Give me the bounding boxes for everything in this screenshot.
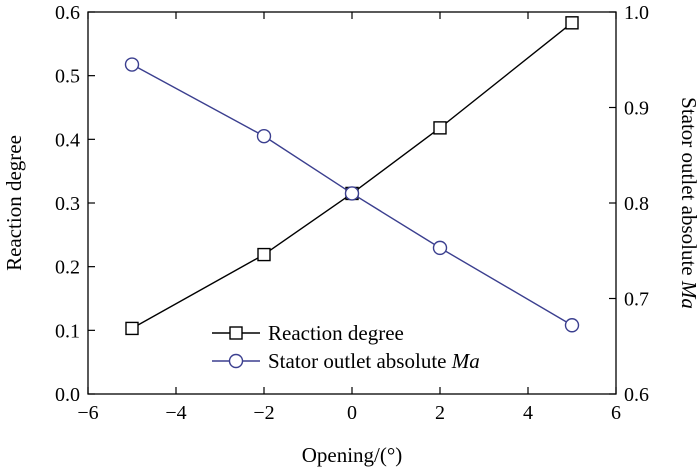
series-layer	[124, 16, 580, 336]
y-right-tick-label: 0.9	[624, 98, 649, 120]
legend-label-stator-ma: Stator outlet absolute Ma	[268, 349, 480, 373]
y-right-tick-label: 0.8	[624, 193, 649, 215]
y-right-tick-label: 0.6	[624, 384, 649, 406]
legend-label-stator-ma-italic: Ma	[451, 349, 480, 373]
data-point-circle	[256, 128, 272, 144]
x-tick-label: 2	[435, 402, 445, 424]
legend-label-reaction-degree: Reaction degree	[268, 321, 404, 345]
legend-label-stator-ma-prefix: Stator outlet absolute	[268, 349, 452, 373]
y-left-tick-label: 0.5	[55, 66, 80, 88]
y-left-tick-label: 0.4	[55, 129, 80, 151]
y-right-tick-label: 1.0	[624, 2, 649, 24]
legend-marker-circle	[228, 353, 244, 369]
series-line-0	[131, 22, 573, 330]
legend-marker-square	[229, 326, 243, 340]
x-axis-title: Opening/(°)	[302, 443, 403, 467]
data-point-circle	[432, 240, 448, 256]
x-tick-label: −4	[165, 402, 186, 424]
y-left-tick-label: 0.1	[55, 320, 80, 342]
y-axis-left-title: Reaction degree	[2, 135, 26, 271]
data-point-square	[257, 247, 271, 262]
data-point-circle	[344, 186, 360, 201]
x-tick-label: 6	[611, 402, 621, 424]
y-left-tick-label: 0.0	[55, 384, 80, 406]
x-tick-label: 0	[347, 402, 357, 424]
x-tick-label: −6	[77, 402, 98, 424]
x-tick-label: 4	[523, 402, 533, 424]
x-tick-label: −2	[253, 402, 274, 424]
y-right-tick-label: 0.7	[624, 289, 649, 311]
y-left-tick-label: 0.2	[55, 257, 80, 279]
data-point-square	[125, 321, 139, 336]
data-point-square	[565, 16, 579, 30]
y-axis-right-title-prefix: Stator outlet absolute	[677, 97, 700, 281]
axis-ticks: −6 −4 −2 0 2 4 6 0.0 0.1 0.2 0.3 0.4 0.5 0.6 0.6 0.7 0.8…	[55, 2, 649, 424]
legend: Reaction degree Stator outlet absolute M…	[212, 321, 480, 373]
data-point-square	[433, 121, 447, 135]
y-axis-right-title-italic: Ma	[677, 280, 700, 309]
data-point-circle	[124, 57, 140, 72]
y-left-tick-label: 0.3	[55, 193, 80, 215]
data-point-circle	[564, 318, 580, 333]
y-left-tick-label: 0.6	[55, 2, 80, 24]
y-axis-right-title: Stator outlet absolute Ma	[677, 97, 700, 309]
